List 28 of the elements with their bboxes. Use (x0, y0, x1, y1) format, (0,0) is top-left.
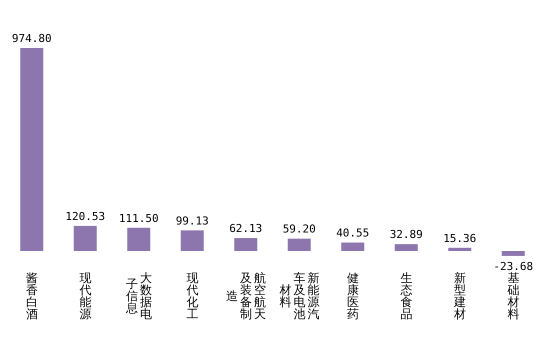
data-label: 59.20 (282, 222, 316, 236)
data-label: 99.13 (176, 214, 209, 228)
x-tick-label: 生态食品 (399, 271, 412, 321)
bar (74, 226, 97, 251)
bar (394, 244, 418, 251)
bar (288, 238, 311, 251)
x-tick-label: 新型建材 (452, 271, 466, 321)
bar (234, 238, 258, 251)
data-label: 974.80 (12, 32, 52, 45)
x-tick-label: 基础材料 (506, 271, 520, 321)
data-label: 62.13 (229, 222, 262, 236)
x-tick-label: 健康医药 (346, 271, 359, 321)
bar (448, 248, 472, 251)
bar (127, 228, 150, 251)
bar (180, 230, 204, 251)
data-label: 15.36 (443, 232, 476, 245)
x-tick-label: 现代化工 (185, 271, 198, 321)
bar (20, 48, 44, 251)
x-tick-label: 酱香白酒 (26, 271, 38, 321)
data-label: 111.50 (118, 212, 159, 225)
data-label: 120.53 (65, 210, 106, 223)
data-label: -23.68 (493, 260, 534, 273)
x-tick-label: 现代能源 (78, 271, 92, 321)
data-label: 32.89 (390, 228, 423, 242)
category-label: 新能源汽车及电池材料 (279, 271, 320, 321)
bar (502, 251, 525, 256)
data-label: 40.55 (336, 226, 370, 240)
bar (341, 242, 364, 251)
